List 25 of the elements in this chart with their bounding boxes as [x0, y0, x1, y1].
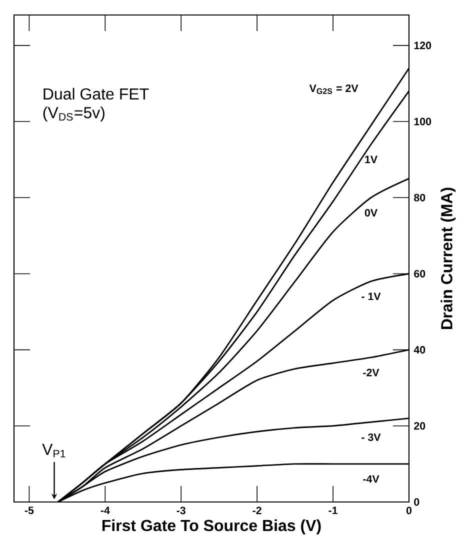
x-tick-label: -4 [100, 506, 110, 514]
y-axis-title: Drain Current (MA) [440, 188, 456, 329]
y-tick-label: 0 [414, 498, 420, 506]
series-label: -4V [363, 475, 380, 483]
series-label: - 3V [362, 433, 381, 442]
y-tick-label: 60 [414, 270, 426, 278]
x-axis-title: First Gate To Source Bias (V) [102, 519, 321, 534]
x-tick-label: -5 [24, 506, 34, 514]
y-tick-label: 120 [414, 42, 432, 50]
text: V$_{G2S}$ = 2V [309, 84, 358, 94]
series-label: - 1V [362, 292, 381, 300]
x-tick-label: -2 [252, 506, 262, 514]
y-tick-label: 40 [414, 346, 426, 354]
annotation: V$_{P1}$ [42, 444, 66, 458]
text: Dual Gate FET [44, 88, 149, 100]
y-tick-label: 100 [414, 118, 432, 126]
series-label: 0V [364, 209, 378, 217]
series-label: -2V [363, 368, 380, 376]
x-tick-label: -1 [328, 506, 338, 514]
series-label: 1V [365, 156, 378, 164]
x-tick-label: 0 [406, 506, 412, 514]
y-tick-label: 80 [414, 194, 426, 202]
x-tick-label: -3 [176, 506, 186, 514]
text: (V$_{DS}$=5v) [43, 106, 104, 122]
y-tick-label: 20 [414, 422, 426, 430]
